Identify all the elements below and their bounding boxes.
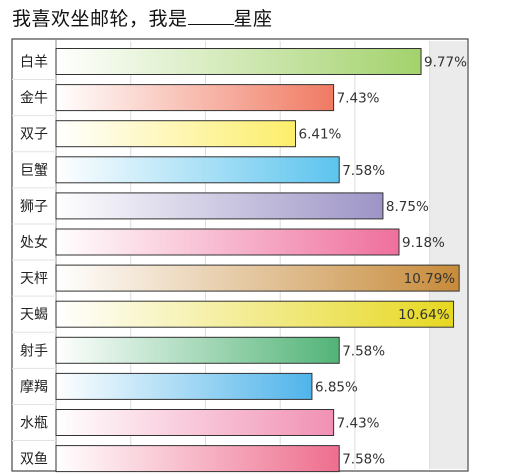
bar (55, 120, 297, 148)
category-label: 双鱼 (20, 451, 48, 468)
category-label: 射手 (20, 343, 48, 359)
bar (55, 228, 400, 256)
value-label: 7.58% (342, 163, 385, 179)
category-label: 金牛 (20, 91, 48, 107)
bar (55, 156, 340, 184)
bar (55, 409, 335, 436)
bar (55, 445, 340, 473)
bar (55, 192, 384, 220)
value-label: 7.58% (342, 452, 385, 468)
bar (55, 264, 460, 292)
bar (55, 84, 335, 112)
value-label: 6.41% (299, 127, 342, 143)
value-label: 8.75% (386, 199, 429, 215)
bar (55, 372, 313, 400)
value-label: 9.77% (424, 55, 467, 71)
category-label: 巨蟹 (20, 163, 48, 179)
category-label: 天枰 (20, 271, 48, 287)
category-label: 处女 (20, 234, 48, 251)
category-label: 天蝎 (20, 307, 48, 323)
category-label: 狮子 (20, 199, 48, 215)
category-label: 双子 (20, 127, 48, 143)
category-label: 水瓶 (20, 416, 48, 432)
value-label: 7.43% (337, 91, 380, 107)
value-label: 10.79% (404, 271, 456, 287)
bar (55, 48, 422, 75)
value-label: 6.85% (315, 379, 358, 395)
chart-title: 我喜欢坐邮轮，我是 星座 (12, 4, 273, 31)
value-label: 9.18% (402, 235, 445, 251)
bar (55, 336, 340, 364)
title-prefix: 我喜欢坐邮轮，我是 (12, 8, 188, 30)
title-suffix: 星座 (233, 8, 273, 30)
value-label: 10.64% (398, 307, 450, 323)
category-label: 白羊 (20, 55, 48, 71)
category-label: 摩羯 (20, 378, 48, 395)
bar (55, 300, 455, 328)
value-label: 7.43% (337, 416, 380, 432)
bars-layer: 白羊 9.77% 金牛 7.43% 双子 6.41% 巨蟹 7.58% 狮子 8.75% 处女 9.1… (20, 48, 467, 473)
title-blank (187, 23, 234, 25)
grid-band (429, 41, 467, 469)
value-label: 7.58% (342, 343, 385, 359)
